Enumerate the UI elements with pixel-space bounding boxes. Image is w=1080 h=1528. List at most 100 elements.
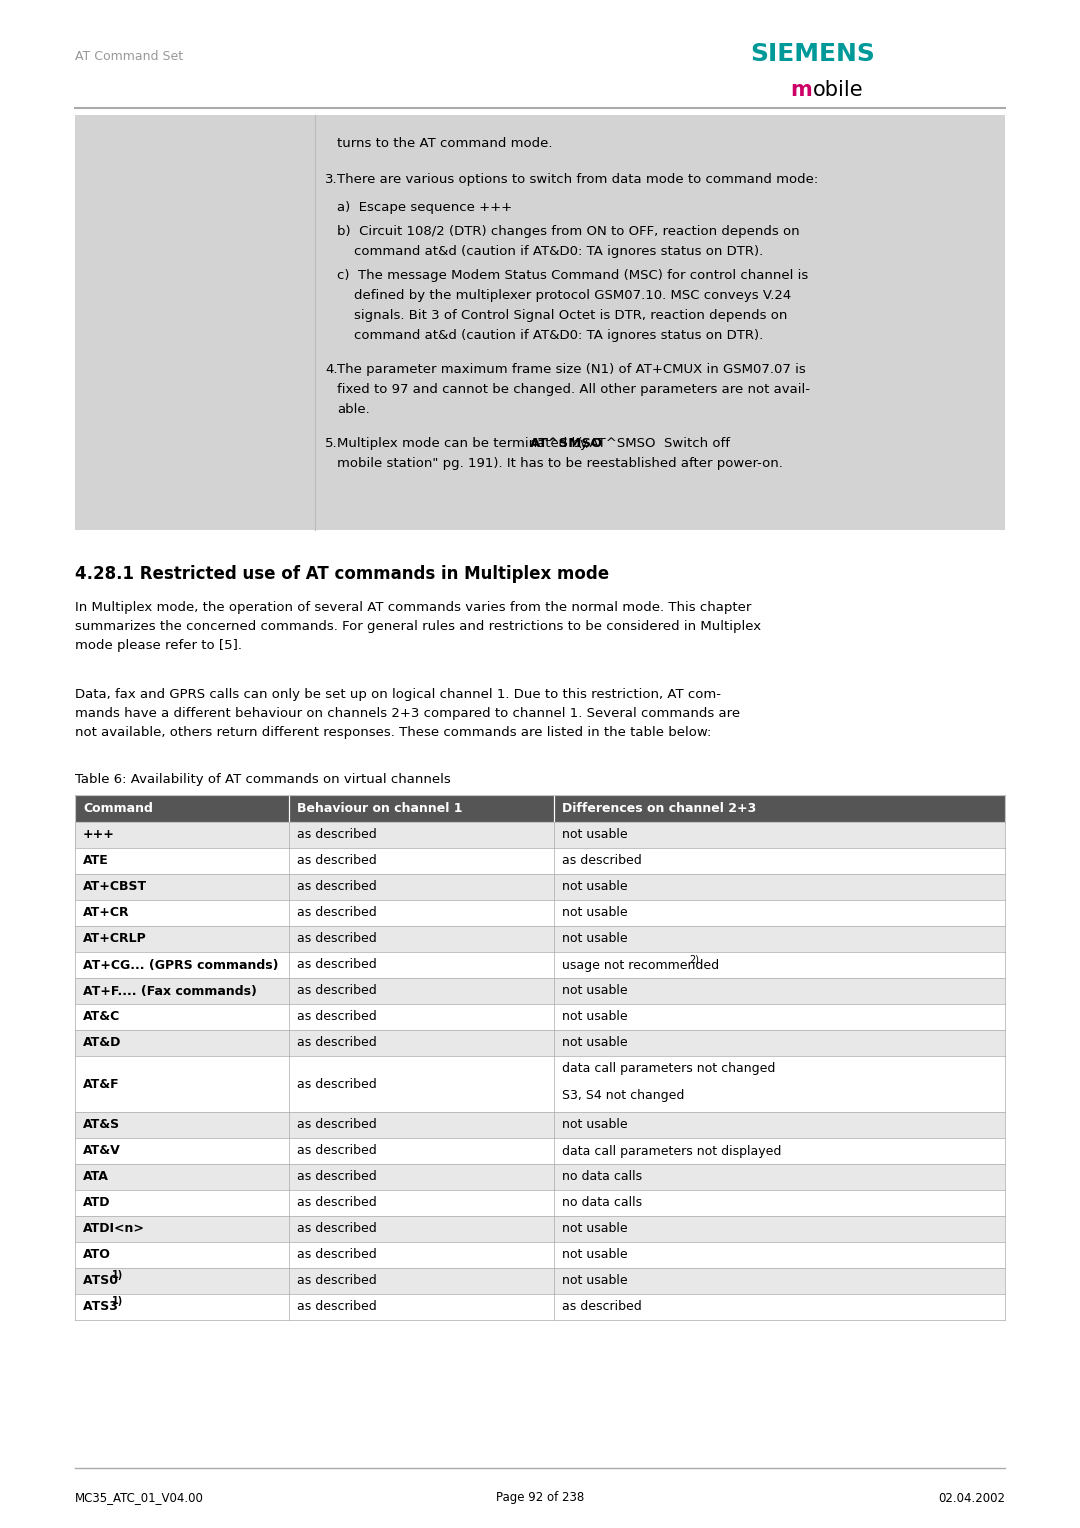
Text: AT&S: AT&S: [83, 1118, 120, 1132]
Text: AT&V: AT&V: [83, 1144, 121, 1158]
Text: not usable: not usable: [562, 1010, 627, 1024]
Text: 4.: 4.: [325, 364, 337, 376]
Bar: [75, 1164, 1005, 1190]
Text: AT&D: AT&D: [83, 1036, 121, 1050]
Bar: [75, 115, 1005, 530]
Text: as described: as described: [297, 984, 377, 998]
Text: usage not recommended: usage not recommended: [562, 958, 724, 972]
Text: as described: as described: [297, 828, 377, 842]
Text: as described: as described: [297, 1036, 377, 1050]
Text: as described: as described: [297, 1248, 377, 1262]
Text: not usable: not usable: [562, 1248, 627, 1262]
Bar: [75, 1268, 1005, 1294]
Bar: [75, 1112, 1005, 1138]
Bar: [75, 822, 1005, 848]
Bar: [75, 848, 1005, 874]
Bar: [75, 952, 1005, 978]
Text: ATA: ATA: [83, 1170, 109, 1184]
Text: not usable: not usable: [562, 828, 627, 842]
Text: AT+CBST: AT+CBST: [83, 880, 147, 894]
Text: command at&d (caution if AT&D0: TA ignores status on DTR).: command at&d (caution if AT&D0: TA ignor…: [337, 244, 764, 258]
Text: able.: able.: [337, 403, 369, 416]
Text: AT&F: AT&F: [83, 1077, 120, 1091]
Bar: [75, 1294, 1005, 1320]
Text: summarizes the concerned commands. For general rules and restrictions to be cons: summarizes the concerned commands. For g…: [75, 620, 761, 633]
Text: mode please refer to [5].: mode please refer to [5].: [75, 639, 242, 652]
Text: S3, S4 not changed: S3, S4 not changed: [562, 1089, 685, 1102]
Text: c)  The message Modem Status Command (MSC) for control channel is: c) The message Modem Status Command (MSC…: [337, 269, 808, 283]
Text: not usable: not usable: [562, 1222, 627, 1236]
Text: as described: as described: [297, 1170, 377, 1184]
Text: 2): 2): [689, 953, 700, 964]
Text: AT+CG... (GPRS commands): AT+CG... (GPRS commands): [83, 958, 279, 972]
Text: as described: as described: [297, 1144, 377, 1158]
Text: as described: as described: [297, 1196, 377, 1210]
Text: 4.28.1 Restricted use of AT commands in Multiplex mode: 4.28.1 Restricted use of AT commands in …: [75, 565, 609, 584]
Text: as described: as described: [562, 1300, 642, 1314]
Text: mobile station" pg. 191). It has to be reestablished after power-on.: mobile station" pg. 191). It has to be r…: [337, 457, 783, 471]
Text: AT+F.... (Fax commands): AT+F.... (Fax commands): [83, 984, 257, 998]
Text: AT^SMSO: AT^SMSO: [529, 437, 603, 451]
Text: data call parameters not displayed: data call parameters not displayed: [562, 1144, 781, 1158]
Text: Differences on channel 2+3: Differences on channel 2+3: [562, 802, 756, 814]
Bar: [75, 795, 289, 822]
Bar: [75, 795, 289, 822]
Text: fixed to 97 and cannot be changed. All other parameters are not avail-: fixed to 97 and cannot be changed. All o…: [337, 384, 810, 396]
Text: ATS3: ATS3: [83, 1300, 122, 1314]
Text: as described: as described: [297, 958, 377, 972]
Bar: [554, 795, 1005, 822]
Text: as described: as described: [297, 880, 377, 894]
Text: no data calls: no data calls: [562, 1196, 643, 1210]
Text: as described: as described: [297, 1118, 377, 1132]
Text: not usable: not usable: [562, 1118, 627, 1132]
Text: ATS0: ATS0: [83, 1274, 122, 1288]
Text: 5.: 5.: [325, 437, 338, 451]
Text: data call parameters not changed: data call parameters not changed: [562, 1062, 775, 1076]
Text: Page 92 of 238: Page 92 of 238: [496, 1491, 584, 1505]
Text: as described: as described: [297, 932, 377, 946]
Text: as described: as described: [297, 1274, 377, 1288]
Bar: [75, 978, 1005, 1004]
Text: ATO: ATO: [83, 1248, 111, 1262]
Text: not usable: not usable: [562, 880, 627, 894]
Text: AT&C: AT&C: [83, 1010, 120, 1024]
Text: 02.04.2002: 02.04.2002: [939, 1491, 1005, 1505]
Text: In Multiplex mode, the operation of several AT commands varies from the normal m: In Multiplex mode, the operation of seve…: [75, 601, 752, 614]
Text: obile: obile: [813, 79, 864, 99]
Text: ATE: ATE: [83, 854, 109, 868]
Text: not usable: not usable: [562, 932, 627, 946]
Text: command at&d (caution if AT&D0: TA ignores status on DTR).: command at&d (caution if AT&D0: TA ignor…: [337, 329, 764, 342]
Text: m: m: [789, 79, 812, 99]
Bar: [75, 1056, 1005, 1112]
Bar: [75, 874, 1005, 900]
Text: b)  Circuit 108/2 (DTR) changes from ON to OFF, reaction depends on: b) Circuit 108/2 (DTR) changes from ON t…: [337, 225, 799, 238]
Text: as described: as described: [297, 854, 377, 868]
Text: AT+CRLP: AT+CRLP: [83, 932, 147, 946]
Text: Command: Command: [83, 802, 153, 814]
Text: There are various options to switch from data mode to command mode:: There are various options to switch from…: [337, 173, 819, 186]
Bar: [75, 1138, 1005, 1164]
Text: not usable: not usable: [562, 906, 627, 920]
Bar: [75, 1242, 1005, 1268]
Text: defined by the multiplexer protocol GSM07.10. MSC conveys V.24: defined by the multiplexer protocol GSM0…: [337, 289, 792, 303]
Text: not usable: not usable: [562, 1274, 627, 1288]
Text: Data, fax and GPRS calls can only be set up on logical channel 1. Due to this re: Data, fax and GPRS calls can only be set…: [75, 688, 721, 701]
Text: („AT^SMSO  Switch off: („AT^SMSO Switch off: [572, 437, 730, 451]
Text: AT+CR: AT+CR: [83, 906, 130, 920]
Bar: [289, 795, 554, 822]
Text: a)  Escape sequence +++: a) Escape sequence +++: [337, 202, 512, 214]
Text: 1): 1): [112, 1270, 123, 1280]
Text: 3.: 3.: [325, 173, 338, 186]
Text: Table 6: Availability of AT commands on virtual channels: Table 6: Availability of AT commands on …: [75, 773, 450, 785]
Text: +++: +++: [83, 828, 114, 842]
Bar: [75, 1216, 1005, 1242]
Text: as described: as described: [297, 1010, 377, 1024]
Text: not usable: not usable: [562, 984, 627, 998]
Text: SIEMENS: SIEMENS: [750, 41, 875, 66]
Text: as described: as described: [297, 1077, 377, 1091]
Text: ATD: ATD: [83, 1196, 110, 1210]
Text: not usable: not usable: [562, 1036, 627, 1050]
Bar: [75, 1190, 1005, 1216]
Text: as described: as described: [297, 1222, 377, 1236]
Text: turns to the AT command mode.: turns to the AT command mode.: [337, 138, 553, 150]
